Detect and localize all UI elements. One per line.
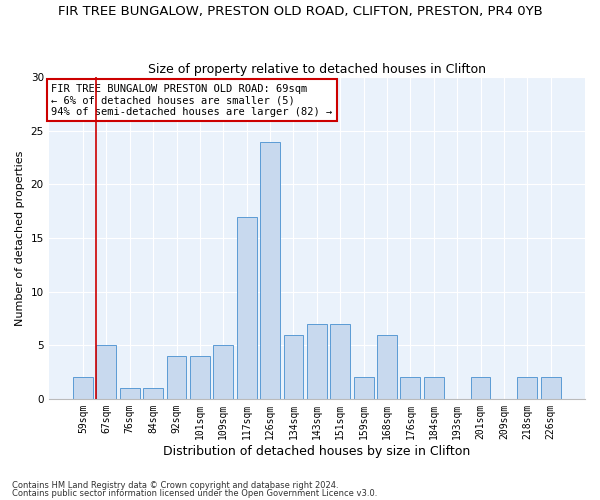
Bar	[143, 388, 163, 399]
Bar	[97, 345, 116, 399]
X-axis label: Distribution of detached houses by size in Clifton: Distribution of detached houses by size …	[163, 444, 470, 458]
Text: FIR TREE BUNGALOW PRESTON OLD ROAD: 69sqm
← 6% of detached houses are smaller (5: FIR TREE BUNGALOW PRESTON OLD ROAD: 69sq…	[52, 84, 332, 117]
Bar	[330, 324, 350, 399]
Bar	[214, 345, 233, 399]
Bar	[377, 334, 397, 399]
Bar	[284, 334, 304, 399]
Bar	[260, 142, 280, 399]
Bar	[424, 378, 443, 399]
Bar	[73, 378, 93, 399]
Bar	[470, 378, 490, 399]
Bar	[307, 324, 327, 399]
Bar	[167, 356, 187, 399]
Bar	[400, 378, 421, 399]
Text: Contains public sector information licensed under the Open Government Licence v3: Contains public sector information licen…	[12, 489, 377, 498]
Bar	[517, 378, 537, 399]
Bar	[120, 388, 140, 399]
Bar	[541, 378, 560, 399]
Text: FIR TREE BUNGALOW, PRESTON OLD ROAD, CLIFTON, PRESTON, PR4 0YB: FIR TREE BUNGALOW, PRESTON OLD ROAD, CLI…	[58, 5, 542, 18]
Bar	[190, 356, 210, 399]
Bar	[237, 216, 257, 399]
Y-axis label: Number of detached properties: Number of detached properties	[15, 150, 25, 326]
Title: Size of property relative to detached houses in Clifton: Size of property relative to detached ho…	[148, 63, 486, 76]
Text: Contains HM Land Registry data © Crown copyright and database right 2024.: Contains HM Land Registry data © Crown c…	[12, 480, 338, 490]
Bar	[353, 378, 374, 399]
